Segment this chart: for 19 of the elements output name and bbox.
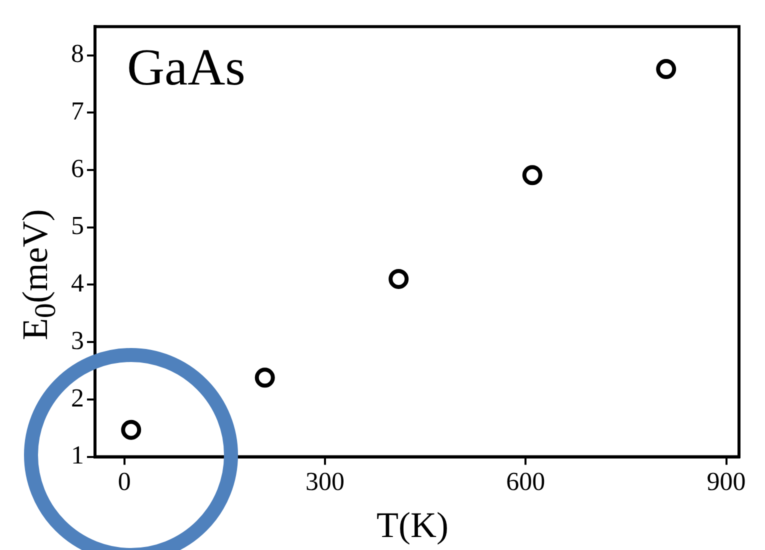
x-tick-label: 900 (706, 467, 746, 496)
y-tick-label: 3 (71, 326, 84, 355)
y-tick-label: 8 (71, 39, 84, 68)
y-tick-label: 2 (71, 383, 84, 412)
y-tick-label: 6 (71, 154, 84, 183)
point (254, 368, 275, 388)
x-axis-title: T(K) (376, 504, 450, 546)
annotation: GaAs (127, 39, 246, 96)
point (656, 59, 676, 80)
x-tick-label: 300 (306, 467, 345, 496)
y-tick-label: 1 (71, 440, 84, 470)
point (121, 420, 142, 440)
point (522, 165, 542, 186)
x-tick-label: 600 (506, 467, 546, 496)
x-tick-label: 0 (118, 467, 131, 496)
y-tick-label: 7 (71, 96, 84, 126)
point (388, 268, 409, 289)
y-tick-label: 4 (71, 268, 84, 298)
y-tick-label: 5 (71, 211, 84, 240)
